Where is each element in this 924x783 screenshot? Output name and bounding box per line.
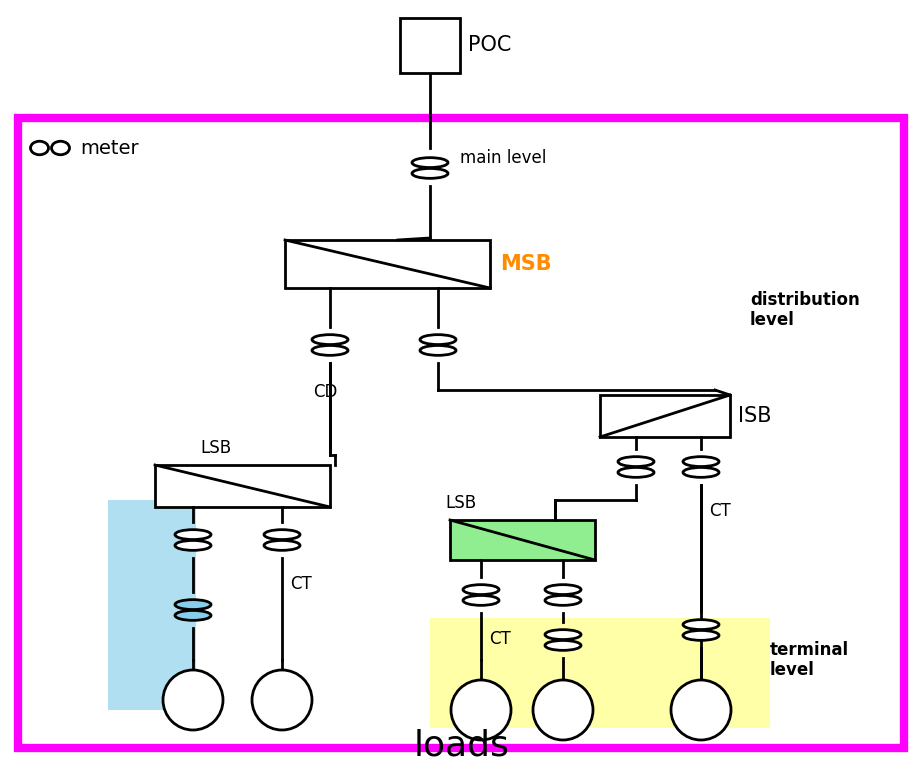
Ellipse shape — [175, 540, 211, 550]
Text: MSB: MSB — [500, 254, 552, 274]
Ellipse shape — [545, 585, 581, 594]
Ellipse shape — [463, 595, 499, 605]
Ellipse shape — [683, 619, 719, 630]
Bar — [430, 618, 770, 728]
Text: CT: CT — [489, 630, 511, 648]
Circle shape — [451, 680, 511, 740]
Ellipse shape — [175, 600, 211, 609]
Text: CT: CT — [290, 575, 311, 593]
Ellipse shape — [412, 168, 448, 179]
Ellipse shape — [420, 334, 456, 345]
Bar — [600, 395, 730, 437]
Ellipse shape — [683, 467, 719, 478]
Bar — [155, 465, 330, 507]
Text: terminal
level: terminal level — [770, 640, 849, 680]
Ellipse shape — [463, 585, 499, 594]
Ellipse shape — [683, 630, 719, 640]
Ellipse shape — [412, 157, 448, 168]
Ellipse shape — [618, 467, 654, 478]
Bar — [18, 118, 904, 748]
Ellipse shape — [264, 540, 300, 550]
Text: POC: POC — [468, 35, 511, 55]
Ellipse shape — [420, 345, 456, 355]
Ellipse shape — [175, 529, 211, 539]
Text: LSB: LSB — [445, 494, 476, 512]
Bar — [450, 520, 595, 560]
Bar — [285, 240, 490, 288]
Ellipse shape — [618, 456, 654, 467]
Ellipse shape — [312, 334, 348, 345]
Bar — [108, 500, 196, 710]
Text: distribution
level: distribution level — [750, 290, 859, 330]
Circle shape — [533, 680, 593, 740]
Circle shape — [163, 670, 223, 730]
Ellipse shape — [545, 630, 581, 640]
Text: CD: CD — [313, 383, 337, 401]
Text: CT: CT — [709, 502, 731, 520]
Bar — [400, 18, 460, 73]
Text: ISB: ISB — [738, 406, 772, 426]
Ellipse shape — [264, 529, 300, 539]
Ellipse shape — [175, 611, 211, 620]
Circle shape — [252, 670, 312, 730]
Ellipse shape — [683, 456, 719, 467]
Text: main level: main level — [460, 149, 546, 167]
Ellipse shape — [312, 345, 348, 355]
Ellipse shape — [545, 640, 581, 651]
Text: meter: meter — [80, 139, 139, 157]
Text: loads: loads — [414, 728, 510, 762]
Circle shape — [671, 680, 731, 740]
Text: LSB: LSB — [201, 439, 232, 457]
Ellipse shape — [545, 595, 581, 605]
